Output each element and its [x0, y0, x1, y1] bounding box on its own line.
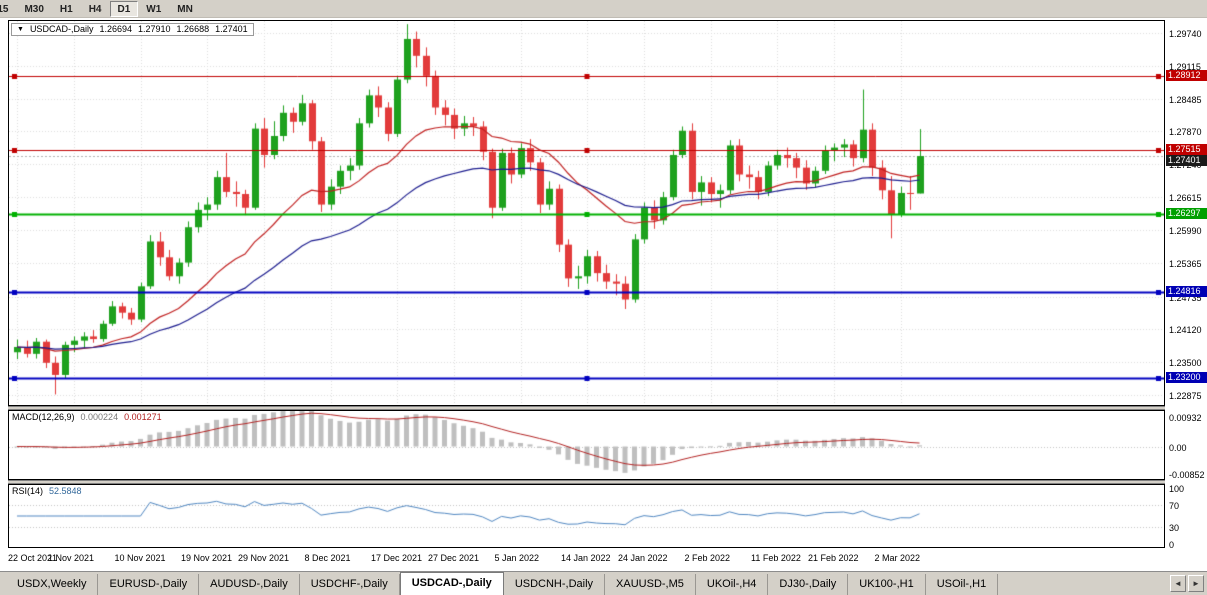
- rsi-scale-30: 30: [1169, 523, 1180, 534]
- price-tick: 1.25990: [1169, 226, 1202, 237]
- candlestick-chart-canvas[interactable]: [9, 21, 1164, 405]
- timeframe-button-w1[interactable]: W1: [146, 3, 162, 15]
- symbol-ohlc-readout: ▼ USDCAD-,Daily 1.26694 1.27910 1.26688 …: [11, 23, 254, 36]
- date-tick-label: 11 Feb 2022: [751, 553, 801, 563]
- price-level-tag: 1.28912: [1166, 70, 1207, 81]
- chart-tab-usdcnh-daily[interactable]: USDCNH-,Daily: [504, 574, 606, 595]
- price-tick: 1.26615: [1169, 193, 1202, 204]
- price-tick: 1.23500: [1169, 357, 1202, 368]
- date-tick-label: 2 Feb 2022: [684, 553, 731, 563]
- chart-tab-usdcad-daily[interactable]: USDCAD-,Daily: [399, 572, 504, 595]
- tab-scroll-right-icon[interactable]: ►: [1188, 575, 1204, 592]
- timeframe-button-m15[interactable]: M15: [0, 3, 9, 15]
- macd-chart-canvas[interactable]: [9, 411, 1164, 479]
- date-tick-label: 8 Dec 2021: [304, 553, 351, 563]
- chart-tab-usoil-h1[interactable]: USOil-,H1: [926, 574, 999, 595]
- chart-tabbar: USDX,Weekly EURUSD-,Daily AUDUSD-,Daily USD…: [0, 571, 1207, 595]
- price-level-tag: 1.26297: [1166, 208, 1207, 219]
- chart-tab-eurusd-daily[interactable]: EURUSD-,Daily: [98, 574, 200, 595]
- macd-label: MACD(12,26,9) 0.000224 0.001271: [12, 412, 162, 422]
- rsi-indicator-name: RSI(14): [12, 486, 44, 496]
- close-value: 1.27401: [215, 24, 248, 34]
- rsi-scale-100: 100: [1169, 484, 1185, 494]
- panel-splitter[interactable]: [8, 480, 1165, 484]
- macd-panel: MACD(12,26,9) 0.000224 0.001271: [8, 410, 1165, 480]
- macd-scale-min: -0.00852: [1169, 470, 1205, 480]
- date-tick-label: 24 Jan 2022: [618, 553, 668, 563]
- date-tick-label: 17 Dec 2021: [371, 553, 423, 563]
- macd-scale-max: 0.00932: [1169, 413, 1202, 423]
- timeframe-button-h1[interactable]: H1: [59, 3, 73, 15]
- chart-window: ▼ USDCAD-,Daily 1.26694 1.27910 1.26688 …: [0, 18, 1207, 571]
- price-tick: 1.27870: [1169, 127, 1202, 138]
- low-value: 1.26688: [176, 24, 210, 34]
- symbol-label: USDCAD-,Daily: [29, 24, 94, 34]
- macd-indicator-name: MACD(12,26,9): [12, 412, 75, 422]
- price-tick: 1.29740: [1169, 28, 1202, 39]
- price-tick: 1.28485: [1169, 94, 1202, 105]
- date-tick-label: 27 Dec 2021: [428, 553, 480, 563]
- tab-scroll-left-icon[interactable]: ◄: [1170, 575, 1186, 592]
- price-level-tag: 1.27401: [1166, 155, 1207, 166]
- rsi-scale-70: 70: [1169, 500, 1180, 511]
- timeframe-button-d1[interactable]: D1: [109, 0, 139, 17]
- price-tick: 1.24120: [1169, 325, 1202, 336]
- timeframe-button-m30[interactable]: M30: [24, 3, 44, 15]
- price-tick: 1.24735: [1169, 292, 1202, 303]
- price-chart-panel: ▼ USDCAD-,Daily 1.26694 1.27910 1.26688 …: [8, 20, 1165, 406]
- timeframe-toolbar: M15 M30 H1 H4 D1 W1 MN: [0, 0, 1207, 18]
- timeframe-button-h4[interactable]: H4: [88, 3, 102, 15]
- date-tick-label: 22 Oct 2021: [8, 553, 58, 563]
- date-tick-label: 29 Nov 2021: [238, 553, 290, 563]
- price-tick: 1.29115: [1169, 61, 1201, 72]
- rsi-value: 52.5848: [49, 486, 82, 496]
- collapse-arrow-icon[interactable]: ▼: [17, 26, 24, 33]
- date-tick-label: 10 Nov 2021: [114, 553, 166, 563]
- chart-tab-audusd-daily[interactable]: AUDUSD-,Daily: [199, 574, 300, 595]
- open-value: 1.26694: [99, 24, 132, 34]
- high-value: 1.27910: [138, 24, 171, 34]
- chart-tab-usdx-weekly[interactable]: USDX,Weekly: [6, 574, 99, 595]
- macd-scale-zero: 0.00: [1169, 442, 1187, 453]
- timeframe-button-mn[interactable]: MN: [177, 3, 193, 15]
- rsi-panel: RSI(14) 52.5848: [8, 484, 1165, 548]
- rsi-label: RSI(14) 52.5848: [12, 486, 82, 496]
- date-tick-label: 19 Nov 2021: [181, 553, 233, 563]
- chart-tab-xauusd-m5[interactable]: XAUUSD-,M5: [605, 574, 696, 595]
- date-tick-label: 21 Feb 2022: [808, 553, 859, 563]
- date-tick-label: 14 Jan 2022: [561, 553, 611, 563]
- date-tick-label: 1 Nov 2021: [48, 553, 95, 563]
- price-level-tag: 1.23200: [1166, 372, 1207, 383]
- chart-tab-usdchf-daily[interactable]: USDCHF-,Daily: [300, 574, 400, 595]
- price-tick: 1.22875: [1169, 390, 1202, 401]
- date-tick-label: 2 Mar 2022: [874, 553, 921, 563]
- tab-scroll-controls: ◄ ►: [1170, 575, 1204, 592]
- chart-tab-dj30-daily[interactable]: DJ30-,Daily: [768, 574, 849, 595]
- rsi-chart-canvas[interactable]: [9, 485, 1164, 547]
- price-level-tag: 1.24816: [1166, 286, 1207, 297]
- macd-main-value: 0.000224: [80, 412, 119, 422]
- chart-tab-ukoil-h4[interactable]: UKOil-,H4: [696, 574, 769, 595]
- macd-signal-value: 0.001271: [124, 412, 162, 422]
- plot-column: ▼ USDCAD-,Daily 1.26694 1.27910 1.26688 …: [8, 20, 1165, 548]
- time-scale[interactable]: 22 Oct 2021 1 Nov 2021 10 Nov 2021 19 Nov 2…: [8, 551, 1165, 565]
- rsi-scale-0: 0: [1169, 540, 1175, 550]
- price-scale[interactable]: 1.297401.291151.284851.278701.272401.266…: [1166, 20, 1207, 550]
- price-tick: 1.25365: [1169, 259, 1202, 270]
- price-level-tag: 1.27515: [1166, 144, 1207, 155]
- date-tick-label: 5 Jan 2022: [494, 553, 540, 563]
- chart-tab-uk100-h1[interactable]: UK100-,H1: [848, 574, 926, 595]
- panel-splitter[interactable]: [8, 406, 1165, 410]
